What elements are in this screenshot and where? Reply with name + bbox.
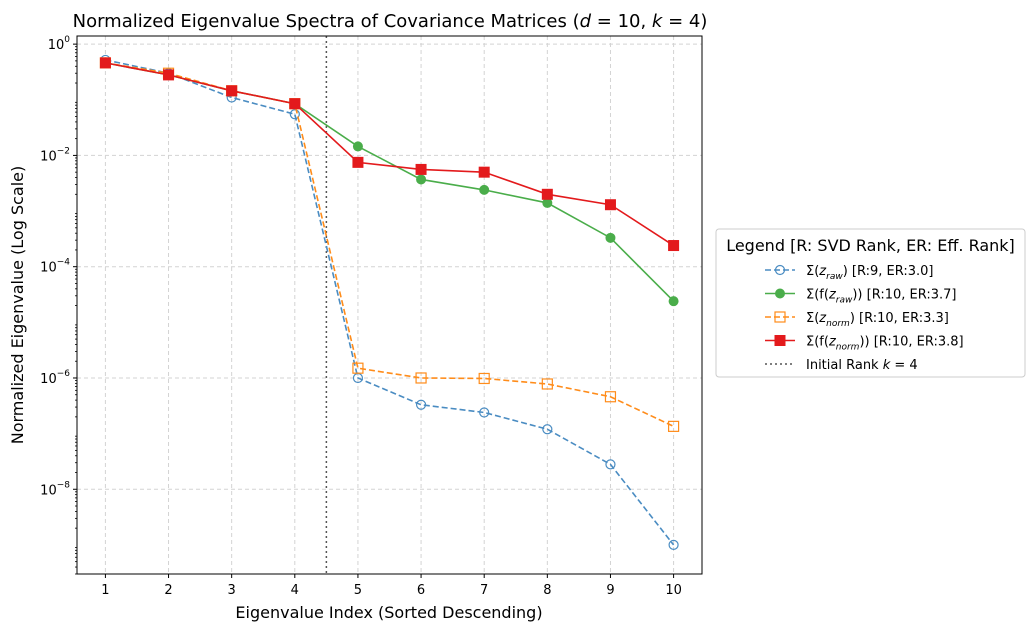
x-tick-label: 7	[480, 583, 488, 598]
data-point	[775, 288, 785, 299]
data-point	[668, 296, 679, 307]
y-tick-label: 10−6	[40, 369, 70, 387]
y-tick-label: 100	[48, 35, 71, 53]
data-point	[352, 362, 364, 374]
data-point	[226, 85, 238, 97]
legend-title: Legend [R: SVD Rank, ER: Eff. Rank]	[726, 236, 1015, 255]
plot-frame	[76, 35, 703, 575]
data-point	[99, 57, 111, 69]
data-point	[604, 391, 617, 403]
legend-label: Σ(zraw) [R:9, ER:3.0]	[806, 264, 934, 282]
series-line	[105, 59, 675, 546]
series-layer	[99, 54, 680, 551]
series-line	[105, 62, 675, 247]
legend-entry: Σ(f(zraw)) [R:10, ER:3.7]	[765, 288, 956, 306]
data-point	[289, 109, 300, 120]
data-point	[416, 174, 427, 185]
x-tick-label: 2	[164, 583, 172, 598]
series-line	[105, 62, 674, 428]
data-point	[668, 240, 680, 252]
legend-entry: Initial Rank k = 4	[765, 358, 918, 373]
axes: 1 2 3 4 5 6 7 8 9 10 100 10−2 10−4 10−6 10−8	[40, 35, 682, 598]
data-point	[415, 372, 427, 384]
data-point	[774, 335, 786, 346]
series-4	[99, 57, 680, 252]
data-point	[605, 232, 616, 243]
legend-label: Σ(znorm) [R:10, ER:3.3]	[806, 311, 949, 329]
y-tick-label: 10−2	[40, 146, 70, 164]
data-point	[605, 459, 616, 470]
data-point	[541, 378, 553, 390]
data-point	[289, 98, 301, 110]
data-point	[479, 184, 490, 195]
legend-entry: Σ(znorm) [R:10, ER:3.3]	[765, 311, 949, 329]
data-point	[478, 166, 490, 178]
legend-label: Σ(f(zraw)) [R:10, ER:3.7]	[806, 288, 956, 306]
x-tick-label: 8	[543, 583, 551, 598]
x-axis-label: Eigenvalue Index (Sorted Descending)	[235, 603, 542, 622]
data-point	[774, 264, 786, 276]
legend-entry: Σ(f(znorm)) [R:10, ER:3.8]	[765, 335, 964, 353]
x-tick-label: 1	[101, 583, 109, 598]
x-tick-label: 5	[354, 583, 362, 598]
data-point	[774, 311, 786, 323]
data-point	[163, 69, 175, 81]
data-point	[478, 372, 490, 385]
chart-title: Normalized Eigenvalue Spectra of Covaria…	[73, 11, 708, 32]
data-point	[415, 399, 427, 410]
grid	[77, 36, 702, 574]
y-axis-label: Normalized Eigenvalue (Log Scale)	[8, 166, 27, 445]
data-point	[604, 199, 616, 211]
data-point	[668, 539, 679, 551]
y-tick-label: 10−4	[40, 258, 70, 276]
data-point	[542, 424, 553, 435]
data-point	[667, 420, 680, 432]
x-tick-label: 9	[606, 583, 614, 598]
legend: Legend [R: SVD Rank, ER: Eff. Rank] Σ(zra…	[715, 228, 1026, 378]
legend-label: Initial Rank k = 4	[806, 358, 918, 373]
data-point	[479, 407, 490, 418]
data-point	[415, 163, 427, 175]
legend-entry: Σ(zraw) [R:9, ER:3.0]	[765, 264, 934, 282]
data-point	[541, 188, 553, 200]
x-tick-label: 4	[291, 583, 299, 598]
legend-label: Σ(f(znorm)) [R:10, ER:3.8]	[806, 335, 964, 353]
x-tick-label: 10	[665, 583, 682, 598]
data-point	[352, 141, 363, 152]
x-tick-label: 6	[417, 583, 425, 598]
data-point	[352, 156, 364, 168]
x-tick-label: 3	[228, 583, 236, 598]
y-tick-label: 10−8	[40, 480, 70, 498]
